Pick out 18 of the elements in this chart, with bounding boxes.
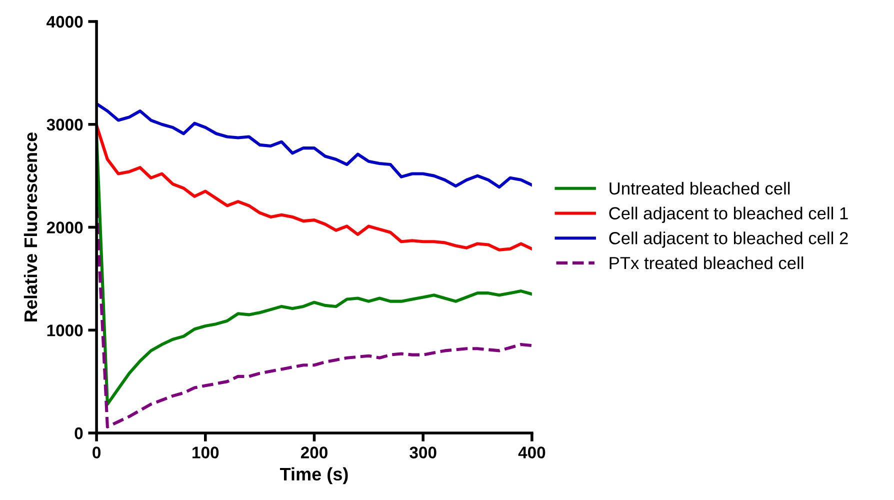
y-tick-label: 4000 [46,16,83,28]
x-tick-label: 0 [92,446,101,458]
y-tick-label: 0 [74,427,83,440]
y-tick-label: 1000 [47,324,83,336]
x-tick-label: 100 [192,446,219,458]
x-tick-label: 200 [300,446,328,458]
line-series [96,124,532,252]
x-axis-title: Time (s) [280,467,348,484]
x-tick-label: 300 [410,446,436,458]
x-tick-label: 400 [518,446,546,458]
legend-label: Cell adjacent to bleached cell 1 [609,206,848,223]
legend-label: PTx treated bleached cell [610,256,804,270]
legend-label: Untreated bleached cell [610,182,790,195]
line-series [96,102,532,189]
y-tick-label: 3000 [46,118,83,131]
y-tick-label: 2000 [46,222,83,234]
y-axis-title: Relative Fluorescence [24,132,38,322]
legend-label: Cell adjacent to bleached cell 2 [609,232,848,248]
